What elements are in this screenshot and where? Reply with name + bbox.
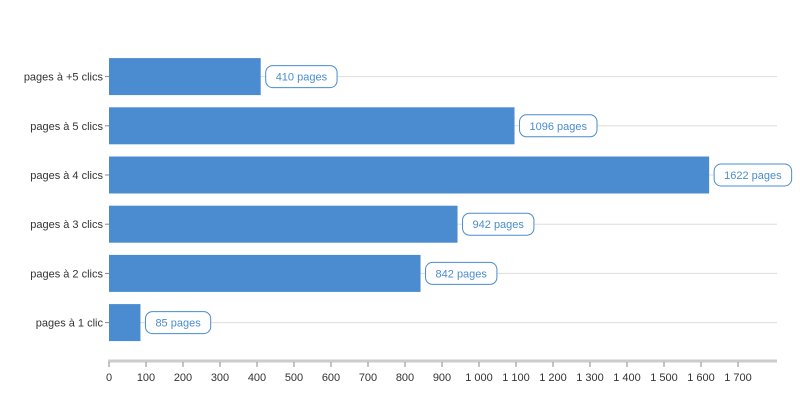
x-tick-label: 400 xyxy=(248,372,266,384)
x-axis: 0 100 200 300 400 500 600 700 800 900 1 000 1 100 1 … xyxy=(106,359,777,384)
data-label-box xyxy=(713,163,793,187)
category-label: pages à 2 clics xyxy=(30,268,103,280)
x-tick-label: 200 xyxy=(174,372,192,384)
data-labels: 410 pages 1096 pages 1622 pages 942 pages 84… xyxy=(144,65,793,335)
bar xyxy=(109,254,421,292)
data-label: 942 pages xyxy=(462,212,535,236)
x-tick-label: 500 xyxy=(285,372,303,384)
bar xyxy=(109,156,710,194)
x-tick-label: 1 500 xyxy=(650,372,678,384)
bar xyxy=(109,205,458,243)
x-tick-label: 1 400 xyxy=(613,372,641,384)
x-tick-label: 1 200 xyxy=(539,372,567,384)
data-label-text: 410 pages xyxy=(276,72,328,84)
data-label-text: 942 pages xyxy=(473,219,525,231)
data-label-text: 1622 pages xyxy=(724,170,782,182)
bars xyxy=(109,58,710,342)
data-label: 1622 pages xyxy=(713,163,793,187)
bar xyxy=(109,107,515,145)
data-label-text: 842 pages xyxy=(436,268,488,280)
x-tick-label: 900 xyxy=(433,372,451,384)
category-labels: pages à +5 clics pages à 5 clics pages à 4… xyxy=(24,72,109,330)
category-label: pages à 4 clics xyxy=(30,170,103,182)
x-tick-label: 1 100 xyxy=(502,372,530,384)
category-label: pages à +5 clics xyxy=(24,72,104,84)
data-label-text: 85 pages xyxy=(155,318,201,330)
data-label-box xyxy=(144,311,212,335)
data-label: 1096 pages xyxy=(519,114,598,138)
x-tick-label: 1 700 xyxy=(724,372,752,384)
x-tick-label: 700 xyxy=(359,372,377,384)
data-label-box xyxy=(425,261,498,285)
x-tick-label: 1 600 xyxy=(687,372,715,384)
x-tick-label: 1 300 xyxy=(576,372,604,384)
category-label: pages à 5 clics xyxy=(30,121,103,133)
data-label: 410 pages xyxy=(265,65,338,89)
category-label: pages à 3 clics xyxy=(30,219,103,231)
data-label-box xyxy=(519,114,598,138)
x-tick-label: 300 xyxy=(211,372,229,384)
x-tick-label: 800 xyxy=(396,372,414,384)
x-tick-label: 1 000 xyxy=(465,372,493,384)
x-tick-label: 100 xyxy=(137,372,155,384)
data-label: 842 pages xyxy=(425,261,498,285)
data-label-box xyxy=(265,65,338,89)
category-label: pages à 1 clic xyxy=(36,318,104,330)
x-tick-label: 0 xyxy=(106,372,112,384)
data-label-text: 1096 pages xyxy=(530,121,588,133)
x-tick-label: 600 xyxy=(322,372,340,384)
bar xyxy=(109,304,141,342)
bar xyxy=(109,58,261,96)
data-label-box xyxy=(462,212,535,236)
data-label: 85 pages xyxy=(144,311,212,335)
